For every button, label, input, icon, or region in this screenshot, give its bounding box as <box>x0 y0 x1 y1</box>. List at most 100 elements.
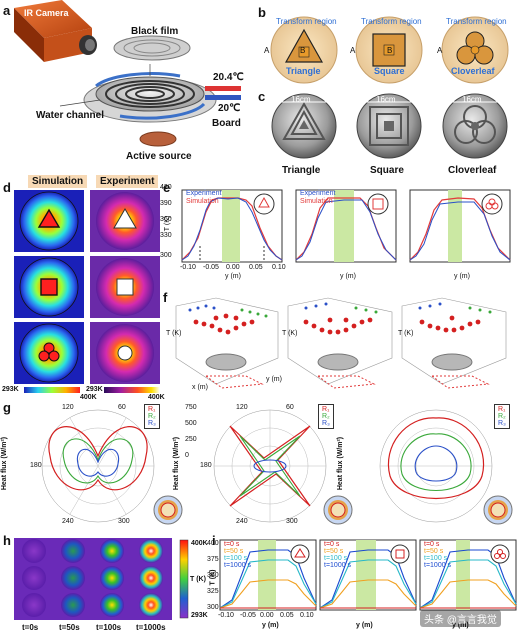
f-plot-2 <box>287 297 393 389</box>
e-plot-2 <box>295 189 397 263</box>
c-size-1: 16cm <box>291 95 311 104</box>
f-zlabel-1: T (K) <box>166 330 182 337</box>
c-shape-triangle: Triangle <box>282 165 321 176</box>
panel-i-label: i <box>212 533 216 548</box>
transform-region-3: Transform region <box>446 17 507 26</box>
e-ytick-390: 390 <box>160 200 172 207</box>
h-cb-min: 293K <box>191 612 208 619</box>
c-size-3: 16cm <box>462 95 482 104</box>
f-plot-3 <box>401 297 507 389</box>
e-plot-1 <box>181 189 283 263</box>
panel-h-label: h <box>3 533 11 548</box>
i-ytick-300: 300 <box>207 604 219 611</box>
panel-d-label: d <box>3 180 11 195</box>
g-legend-1: R₁ R₂ R₃ <box>144 404 160 429</box>
e-ytick-360: 360 <box>160 216 172 223</box>
e-plot-3 <box>409 189 511 263</box>
h-time-50: t=50s <box>59 623 80 632</box>
g-angle-180-1: 180 <box>30 462 42 469</box>
g-angle-120-1: 120 <box>62 404 74 411</box>
watermark: 头条 @言言我觉 <box>420 610 501 627</box>
h-time-0: t=0s <box>22 623 39 632</box>
d-sim-max: 400K <box>80 394 97 401</box>
g-angle-300-2: 300 <box>286 518 298 525</box>
black-film-icon <box>113 35 191 61</box>
board-label: Board <box>212 118 241 129</box>
transform-region-1: Transform region <box>276 17 337 26</box>
g-legend-2: R₁ R₂ R₃ <box>318 404 334 429</box>
c-shape-cloverleaf: Cloverleaf <box>448 165 497 176</box>
panel-g-label: g <box>3 400 11 415</box>
i-xlabel-1: y (m) <box>262 622 279 629</box>
black-film-label: Black film <box>131 26 179 37</box>
g-legend-3: R₁ R₂ R₃ <box>494 404 510 429</box>
letter-a-1: A <box>264 46 270 55</box>
i-xlabel-2: y (m) <box>356 622 373 629</box>
i-plot-1 <box>219 539 317 611</box>
e-legend-exp: Experiment <box>186 190 222 197</box>
g-polar-2 <box>213 409 327 523</box>
h-time-100: t=100s <box>96 623 122 632</box>
f-zlabel-2: T (K) <box>282 330 298 337</box>
f-zlabel-3: T (K) <box>398 330 414 337</box>
f-ylabel-1: y (m) <box>266 376 282 383</box>
panel-i-plots <box>219 539 517 611</box>
letter-a-2: A <box>350 46 356 55</box>
e-xtick-3: 0.00 <box>226 264 240 271</box>
ir-camera-label: IR Camera <box>24 8 69 18</box>
e-xlabel-2: y (m) <box>340 273 356 280</box>
i-xlabel-3: y (m) <box>452 622 469 629</box>
e-xtick-5: 0.10 <box>272 264 286 271</box>
i-xtick-3: 0.00 <box>260 612 274 619</box>
g-rtick-250: 250 <box>185 436 197 443</box>
e-legend-sim-2: Simulation <box>300 198 333 205</box>
g-polar-3 <box>379 409 493 523</box>
i-ytick-325: 325 <box>207 588 219 595</box>
cold-temp-label: 20℃ <box>218 103 241 114</box>
panel-c-label: c <box>258 89 266 104</box>
i-plot-2 <box>319 539 417 611</box>
g-angle-60-2: 60 <box>286 404 294 411</box>
i-legend-3: t=0 s t=50 s t=100 s t=1000 s <box>424 541 452 569</box>
i-ytick-400: 400 <box>207 540 219 547</box>
h-cb-max: 400K <box>191 540 208 547</box>
g-rtick-500: 500 <box>185 420 197 427</box>
g-rtick-750: 750 <box>185 404 197 411</box>
panel-b-label: b <box>258 5 266 20</box>
g-ylabel-2: Heat flux (W/m²) <box>173 436 181 491</box>
g-ylabel-1: Heat flux (W/m²) <box>1 436 9 491</box>
g-angle-60-1: 60 <box>118 404 126 411</box>
e-xlabel-1: y (m) <box>225 273 241 280</box>
d-exp-min: 293K <box>86 386 103 393</box>
h-cb-label: T (K) <box>190 576 206 583</box>
c-size-2: 16cm <box>376 95 396 104</box>
b-shape-square: Square <box>374 66 405 76</box>
simulation-title: Simulation <box>28 175 88 188</box>
panel-a-label: a <box>3 3 11 18</box>
e-xtick-1: -0.10 <box>180 264 196 271</box>
panel-e-plots <box>181 189 511 263</box>
letter-b-2: B <box>387 46 393 55</box>
panel-f-label: f <box>163 290 168 305</box>
i-legend: t=0 s t=50 s t=100 s t=1000 s <box>224 541 252 569</box>
cold-pipe <box>205 95 241 100</box>
b-shape-triangle: Triangle <box>286 66 321 76</box>
i-xtick-2: -0.05 <box>240 612 256 619</box>
panel-e-label: e <box>163 180 171 195</box>
i-xtick-5: 0.10 <box>300 612 314 619</box>
thermal-plate-icon <box>83 72 217 123</box>
letter-a-3: A <box>437 46 443 55</box>
g-angle-240-2: 240 <box>236 518 248 525</box>
g-angle-300-1: 300 <box>118 518 130 525</box>
g-polar-1 <box>41 409 155 523</box>
c-shape-square: Square <box>370 165 404 176</box>
e-ytick-330: 330 <box>160 232 172 239</box>
hot-pipe <box>205 86 241 91</box>
panel-c-photos <box>271 93 508 159</box>
f-xlabel-1: x (m) <box>192 384 208 391</box>
g-ylabel-3: Heat flux (W/m²) <box>337 436 345 491</box>
panel-f-3d-plots <box>175 297 507 389</box>
e-xlabel-3: y (m) <box>454 273 470 280</box>
g-angle-180-2: 180 <box>200 462 212 469</box>
i-plot-3 <box>419 539 517 611</box>
